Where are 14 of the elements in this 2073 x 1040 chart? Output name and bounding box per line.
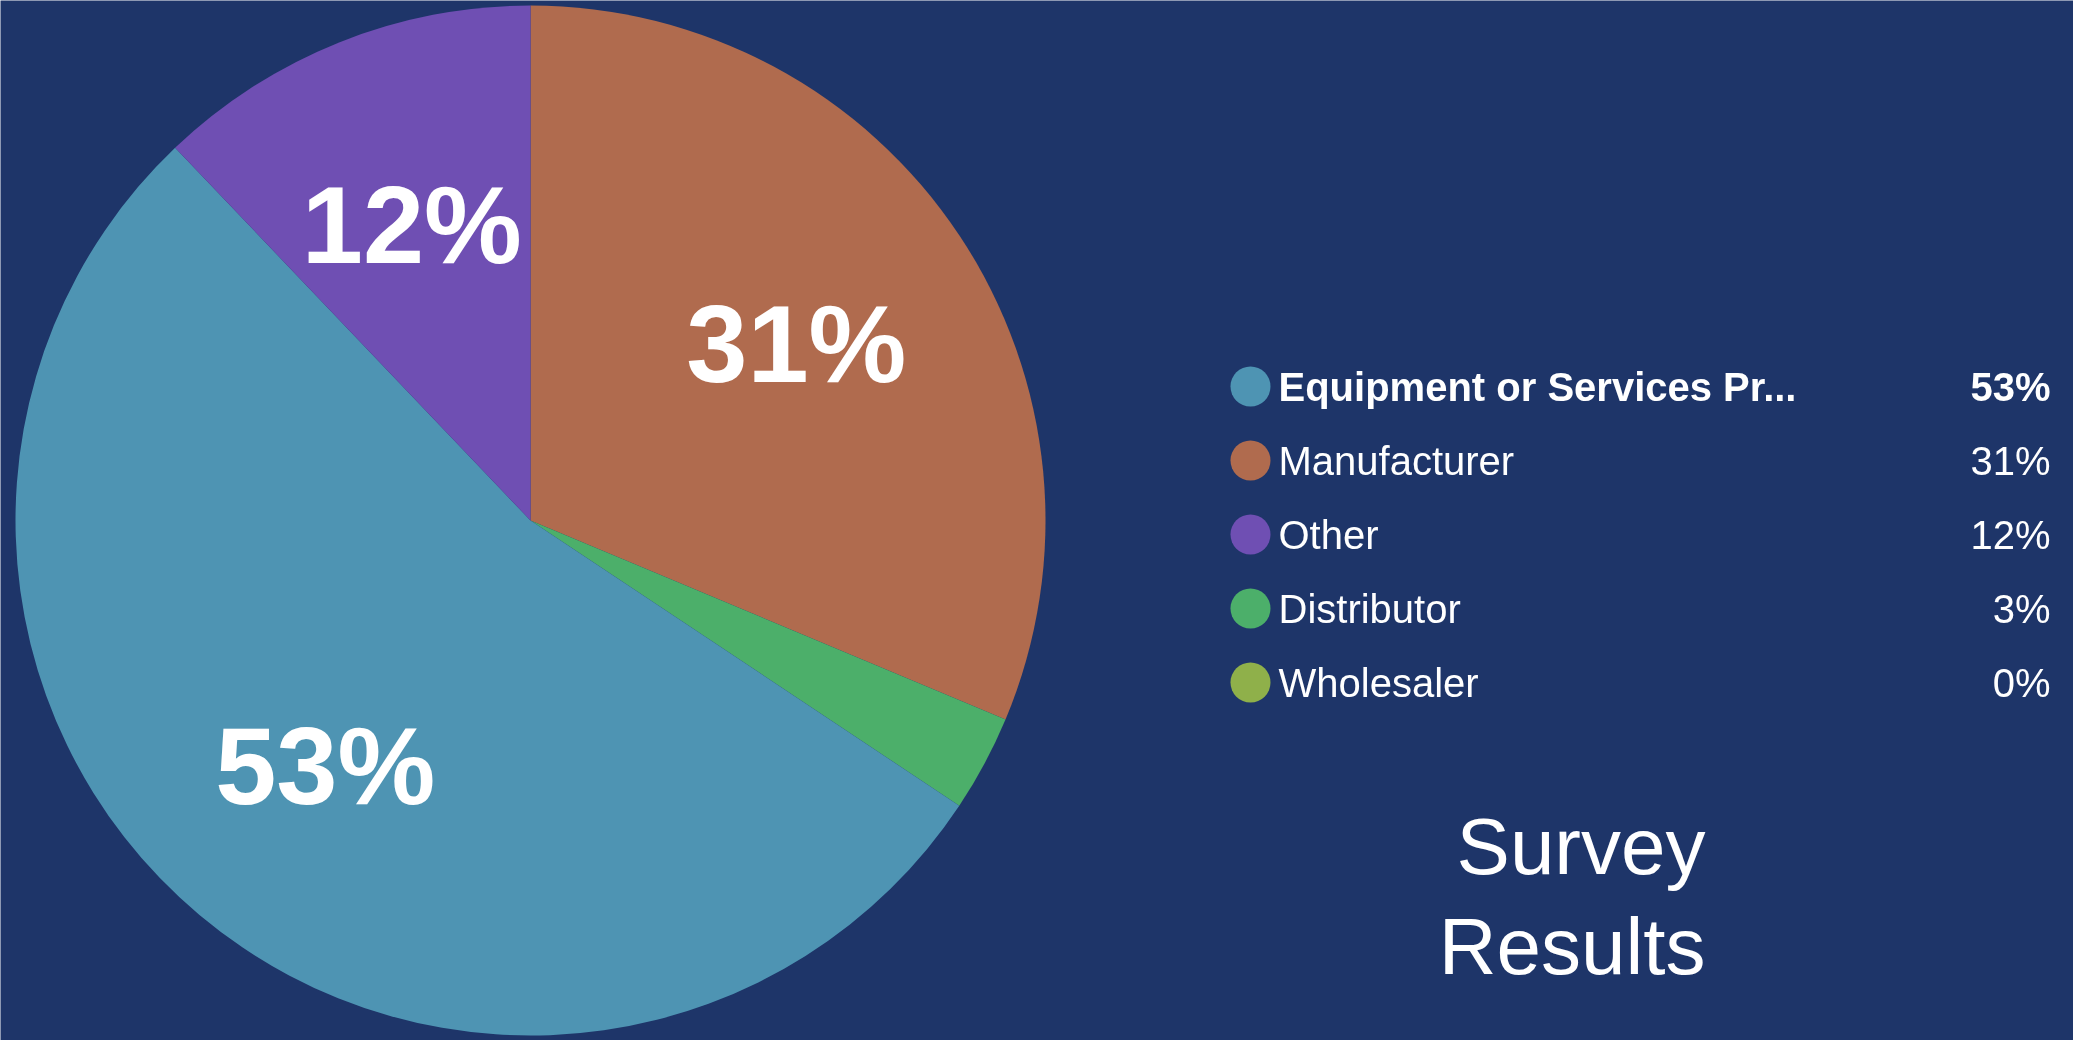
text: 12% [1970,512,2051,557]
data-label: 3% [1992,586,2051,631]
legend-label: Distributor [1278,586,1461,631]
legend-label: Equipment or Services Pr... [1278,364,1797,409]
legend-label: Other [1278,512,1379,557]
data-label: 12% [301,162,522,286]
text: 0% [1992,660,2051,705]
text: 53% [1970,364,2051,409]
data-label: 31% [686,282,907,406]
legend-label: Manufacturer [1278,438,1515,483]
data-label: 53% [215,703,436,827]
legend-label: Wholesaler [1278,660,1479,705]
text: 31% [1970,438,2051,483]
text: Survey Results [1438,802,1706,991]
